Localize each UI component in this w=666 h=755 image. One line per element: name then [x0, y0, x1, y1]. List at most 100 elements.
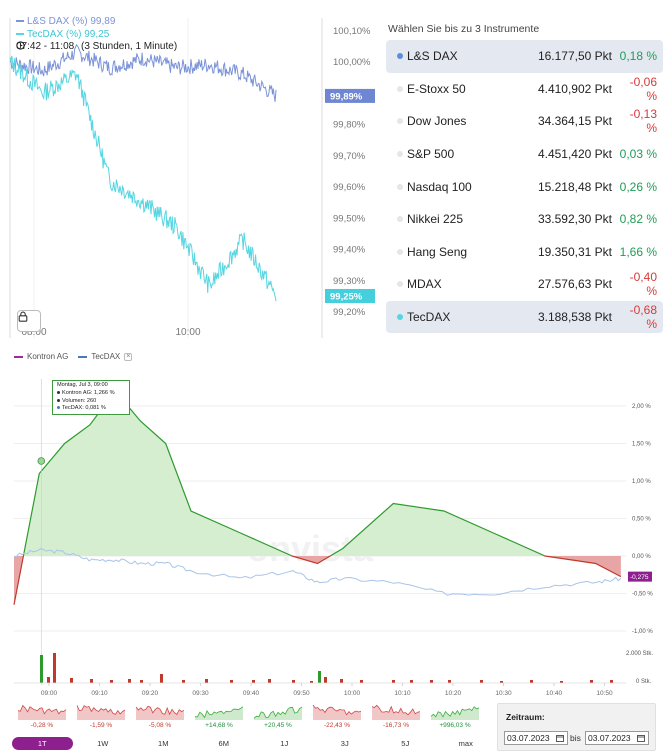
x-tick-label: 09:00 [41, 690, 58, 697]
tooltip-kontron: Kontron AG: 1,266 % [62, 389, 115, 396]
period-sparkline[interactable]: +20,45 % [252, 700, 304, 734]
period-button-1w[interactable]: 1W [97, 739, 109, 748]
legend-lsdax: L&S DAX (%) 99,89 [16, 16, 115, 28]
instrument-name: Nikkei 225 [407, 212, 464, 227]
comparison-legend: Kontron AG TecDAX × [14, 352, 133, 361]
period-button-6m[interactable]: 6M [218, 739, 229, 748]
sparkline-chart [135, 705, 185, 720]
instrument-dot [397, 151, 403, 158]
legend-kontron: Kontron AG [27, 352, 69, 361]
period-button-1t[interactable]: 1T [12, 737, 73, 750]
x-tick-label: 10:50 [596, 690, 613, 697]
calendar-icon[interactable] [556, 734, 564, 742]
period-button-5j[interactable]: 5J [401, 739, 410, 748]
instrument-change: -0,68 % [629, 303, 657, 332]
instrument-row[interactable]: TecDAX 3.188,538 Pkt -0,68 % [386, 300, 663, 334]
tooltip-volume: Volumen: 260 [62, 397, 97, 404]
legend-tecdax-value: 99,25 [84, 29, 110, 40]
x-tick-label: 08:00 [21, 327, 46, 338]
lock-button[interactable] [17, 310, 41, 332]
instrument-price: 33.592,30 Pkt [537, 212, 612, 227]
instrument-selector-title: Wählen Sie bis zu 3 Instrumente [388, 23, 540, 35]
crosshair-point [37, 457, 46, 465]
period-sparkline[interactable]: -0,28 % [16, 700, 68, 734]
instrument-price: 3.188,538 Pkt [537, 310, 612, 325]
period-button-max[interactable]: max [458, 739, 473, 748]
y-tick-label: 99,80% [333, 120, 366, 131]
instrument-row[interactable]: Hang Seng 19.350,31 Pkt 1,66 % [386, 236, 663, 269]
sparkline-change: -22,43 % [323, 722, 351, 729]
lsdax-line [9, 43, 277, 102]
instrument-row[interactable]: MDAX 27.576,63 Pkt -0,40 % [386, 268, 663, 301]
instrument-dot [397, 216, 403, 223]
remove-tecdax-icon[interactable]: × [124, 352, 133, 361]
period-button-3j[interactable]: 3J [340, 739, 349, 748]
legend-lsdax-value: 99,89 [90, 16, 116, 27]
index-comparison-chart[interactable]: 100,10%100,00%99,90%99,80%99,70%99,60%99… [0, 0, 384, 340]
kontron-last-value: -0,275 [630, 574, 649, 581]
period-sparkline[interactable]: -1,59 % [75, 700, 127, 734]
lsdax-last-value: 99,89% [330, 91, 363, 102]
x-tick-label: 10:40 [546, 690, 563, 697]
instrument-row[interactable]: Dow Jones 34.364,15 Pkt -0,13 % [386, 105, 663, 138]
period-button-1j[interactable]: 1J [280, 739, 289, 748]
lsdax-last-badge [325, 88, 375, 103]
instrument-name: Nasdaq 100 [407, 179, 472, 194]
instrument-selector: Wählen Sie bis zu 3 Instrumente L&S DAX 1… [386, 18, 666, 334]
instrument-dot [397, 118, 403, 125]
sparkline-change: -16,73 % [382, 722, 410, 729]
volume-bar [500, 681, 503, 683]
volume-bar [530, 680, 533, 683]
y-tick-label: 100,00% [333, 57, 371, 68]
sparkline-change: +996,03 % [439, 722, 471, 729]
sparkline-chart [17, 704, 67, 720]
instrument-dot [397, 314, 403, 321]
volume-tick-label: 2.000 Stk. [626, 651, 653, 657]
instrument-change: -0,06 % [629, 74, 657, 103]
y-tick-label: 99,60% [333, 182, 366, 193]
sparkline-chart [430, 706, 480, 720]
instrument-change: 0,82 % [619, 212, 657, 227]
sparkline-change: -5,08 % [148, 722, 172, 729]
time-range: 07:42 - 11:08 (3 Stunden, 1 Minute) [16, 41, 177, 53]
period-sparkline[interactable]: -16,73 % [370, 700, 422, 734]
sparkline-chart [253, 706, 303, 720]
volume-bar [47, 677, 50, 683]
time-range-text: 07:42 - 11:08 [16, 41, 75, 52]
instrument-row[interactable]: S&P 500 4.451,420 Pkt 0,03 % [386, 138, 663, 171]
sparkline-chart [194, 706, 244, 720]
volume-bar [140, 680, 143, 683]
period-sparkline[interactable]: -5,08 % [134, 700, 186, 734]
volume-bar [90, 679, 93, 683]
date-to-input[interactable]: 03.07.2023 [585, 731, 649, 745]
comparison-chart[interactable]: 2,00 % 1,50 % 1,00 % 0,50 % 0,00 % -0,50 % -1,… [0, 365, 666, 705]
tooltip-title: Montag, Jul 3, 09:00 [57, 382, 108, 388]
clock-icon [16, 41, 25, 50]
sparkline-change: +20,45 % [264, 722, 292, 729]
sparkline-chart [312, 704, 362, 720]
period-button-1m[interactable]: 1M [158, 739, 169, 748]
x-tick-label: 09:30 [192, 690, 209, 697]
period-sparkline[interactable]: +996,03 % [429, 700, 481, 734]
volume-bar [610, 680, 613, 683]
tooltip-tecdax: TecDAX: 0,081 % [62, 405, 106, 412]
x-tick-label: 09:50 [293, 690, 310, 697]
instrument-row[interactable]: L&S DAX 16.177,50 Pkt 0,18 % [386, 40, 663, 73]
date-from-value: 03.07.2023 [507, 733, 550, 743]
y-tick-label: 100,10% [333, 26, 371, 37]
sparkline-chart [371, 704, 421, 720]
calendar-icon[interactable] [637, 734, 645, 742]
period-sparkline[interactable]: +14,68 % [193, 700, 245, 734]
volume-bar [392, 680, 395, 683]
instrument-name: Dow Jones [407, 114, 467, 129]
tecdax-compare-line [13, 547, 622, 596]
instrument-row[interactable]: Nasdaq 100 15.218,48 Pkt 0,26 % [386, 170, 663, 203]
instrument-price: 27.576,63 Pkt [537, 277, 612, 292]
period-sparklines: -0,28 % -1,59 % -5,08 % +14,68 % +20,45 % -22… [16, 700, 486, 734]
instrument-row[interactable]: E-Stoxx 50 4.410,902 Pkt -0,06 % [386, 73, 663, 106]
volume-bar [40, 655, 43, 683]
date-range-box: Zeitraum: 03.07.2023 bis 03.07.2023 [497, 703, 656, 751]
period-sparkline[interactable]: -22,43 % [311, 700, 363, 734]
instrument-row[interactable]: Nikkei 225 33.592,30 Pkt 0,82 % [386, 203, 663, 236]
date-from-input[interactable]: 03.07.2023 [504, 731, 568, 745]
